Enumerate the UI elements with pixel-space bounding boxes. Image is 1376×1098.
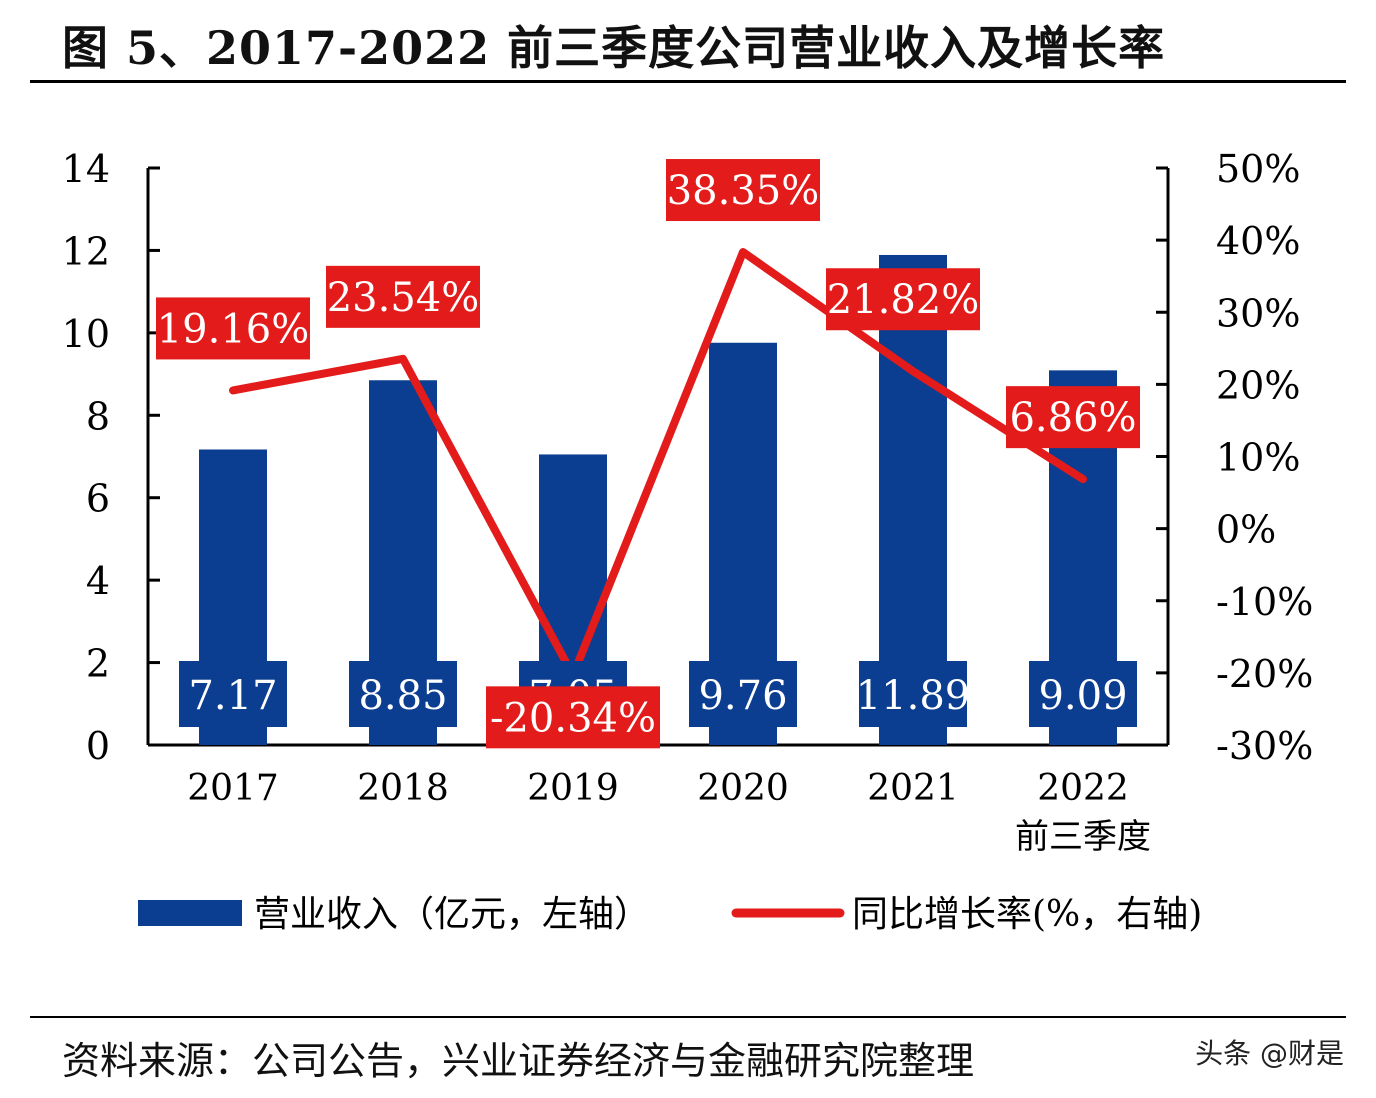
source-note: 资料来源：公司公告，兴业证券经济与金融研究院整理 <box>62 1039 975 1083</box>
line-value-label: 19.16% <box>157 306 310 352</box>
right-tick-label: -10% <box>1216 580 1313 624</box>
legend-bar-label: 营业收入（亿元，左轴） <box>254 894 650 935</box>
right-tick-label: -20% <box>1216 652 1313 696</box>
left-tick-label: 2 <box>86 642 110 686</box>
x-tick-label: 2020 <box>697 768 789 809</box>
left-tick-label: 12 <box>62 229 110 273</box>
left-tick-label: 4 <box>86 559 110 603</box>
growth-point <box>910 368 916 375</box>
data-labels: 7.178.857.059.7611.899.0919.16%23.54%-20… <box>156 159 1140 749</box>
line-label-box <box>1006 386 1140 449</box>
line-value-label: 23.54% <box>327 275 480 321</box>
right-tick-label: 30% <box>1216 291 1300 335</box>
bar-label-box <box>179 661 287 727</box>
line-value-label: 38.35% <box>667 168 820 214</box>
right-tick-label: 10% <box>1216 436 1300 480</box>
bar-value-label: 8.85 <box>358 673 447 719</box>
growth-point <box>400 355 406 362</box>
x-tick-sublabel: 前三季度 <box>1015 817 1151 857</box>
growth-point <box>230 387 236 394</box>
bar-label-box <box>689 661 797 727</box>
growth-point <box>740 249 746 256</box>
right-tick-label: 20% <box>1216 363 1300 407</box>
axes-group: 0 2 4 6 8 10 12 14 -30% -20% -10% 0% 10% 20% 30% 40% 50% <box>62 147 1314 768</box>
right-tick-label: -30% <box>1216 724 1313 768</box>
x-tick-label: 2018 <box>357 768 449 809</box>
legend: 营业收入（亿元，左轴） 同比增长率(%，右轴) <box>138 894 1202 935</box>
line-value-label: 6.86% <box>1009 395 1136 441</box>
x-tick-label: 2019 <box>527 768 619 809</box>
bar-value-label: 11.89 <box>856 673 971 719</box>
left-tick-label: 14 <box>62 147 110 191</box>
left-tick-label: 0 <box>86 724 110 768</box>
bar-label-box <box>349 661 457 727</box>
chart-title: 图 5、2017-2022 前三季度公司营业收入及增长率 <box>62 21 1166 75</box>
line-value-label: -20.34% <box>490 695 656 741</box>
line-label-box <box>826 268 980 331</box>
chart-canvas: 0 2 4 6 8 10 12 14 -30% -20% -10% 0% 10% 20% 30% 40% 50%… <box>62 147 1314 935</box>
bar-value-label: 7.17 <box>188 673 277 719</box>
bar-value-label: 9.09 <box>1038 673 1127 719</box>
left-tick-label: 10 <box>62 312 110 356</box>
x-tick-label: 2022 <box>1037 768 1129 809</box>
line-value-label: 21.82% <box>827 277 980 323</box>
right-tick-label: 50% <box>1216 147 1300 191</box>
bar-label-box <box>859 661 967 727</box>
left-tick-label: 6 <box>86 477 110 521</box>
x-tick-label: 2017 <box>187 768 279 809</box>
right-tick-label: 0% <box>1216 508 1276 552</box>
watermark: 头条 @财是 <box>1195 1037 1344 1070</box>
x-tick-label: 2021 <box>867 768 959 809</box>
line-label-box <box>666 159 820 222</box>
left-tick-label: 8 <box>86 394 110 438</box>
x-tick-labels: 2017 2018 2019 2020 2021 2022 前三季度 <box>187 768 1151 857</box>
growth-point <box>1080 476 1086 483</box>
source-divider <box>30 1016 1346 1018</box>
growth-line <box>229 248 1087 680</box>
line-label-box <box>326 265 480 328</box>
legend-line-label: 同比增长率(%，右轴) <box>852 894 1202 935</box>
legend-bar-swatch <box>138 900 242 926</box>
bar-value-label: 9.76 <box>698 673 787 719</box>
line-label-box <box>156 297 310 360</box>
line-label-box <box>486 686 660 749</box>
bar-label-box <box>1029 661 1137 727</box>
title-divider <box>30 80 1346 83</box>
right-tick-label: 40% <box>1216 219 1300 263</box>
